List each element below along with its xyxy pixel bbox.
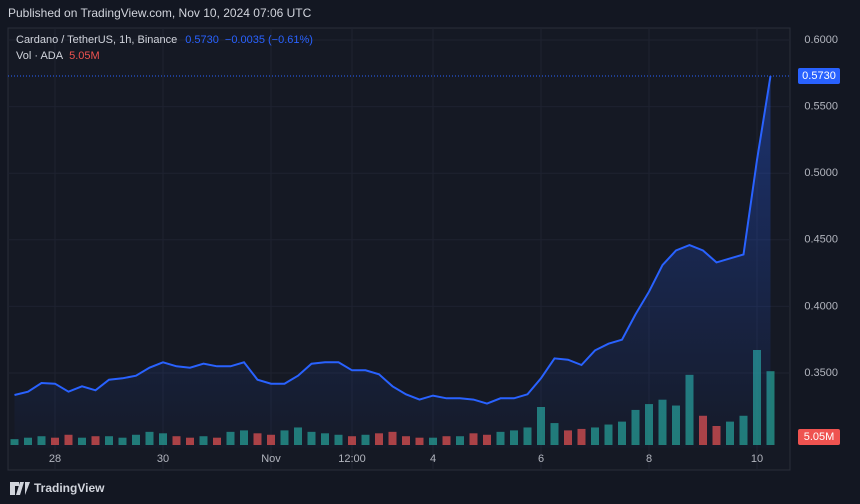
last-price-badge xyxy=(798,67,840,84)
x-tick-label: 30 xyxy=(157,453,169,465)
y-tick-label: 0.4500 xyxy=(804,234,838,246)
x-tick-label: 12:00 xyxy=(338,453,366,465)
legend-change: −0.0035 (−0.61%) xyxy=(225,34,313,46)
legend-volume: Vol · ADA xyxy=(16,50,64,62)
published-note: Published on TradingView.com, Nov 10, 20… xyxy=(8,6,312,20)
x-tick-label: Nov xyxy=(261,453,281,465)
y-tick-label: 0.4000 xyxy=(804,300,838,312)
x-tick-label: 6 xyxy=(538,453,544,465)
y-tick-label: 0.3500 xyxy=(804,367,838,379)
y-tick-label: 0.6000 xyxy=(804,34,838,46)
last-price-label: 0.5730 xyxy=(802,70,836,82)
y-tick-label: 0.5000 xyxy=(804,167,838,179)
area xyxy=(14,76,771,448)
logo xyxy=(10,482,30,495)
x-tick-label: 4 xyxy=(430,453,436,465)
volume-badge xyxy=(798,429,840,445)
x-tick-label: 10 xyxy=(751,453,763,465)
volume-label: 5.05M xyxy=(804,431,835,443)
y-tick-label: 0.5500 xyxy=(804,100,838,112)
x-tick-label: 8 xyxy=(646,453,652,465)
legend-volume-value: 5.05M xyxy=(69,50,100,62)
brand: TradingView xyxy=(10,481,105,495)
x-tick-label: 28 xyxy=(49,453,61,465)
brand-name: TradingView xyxy=(34,481,105,495)
legend-title: Cardano / TetherUS, 1h, Binance xyxy=(16,34,177,46)
legend-price: 0.5730 xyxy=(185,34,219,46)
price-line xyxy=(14,75,772,405)
